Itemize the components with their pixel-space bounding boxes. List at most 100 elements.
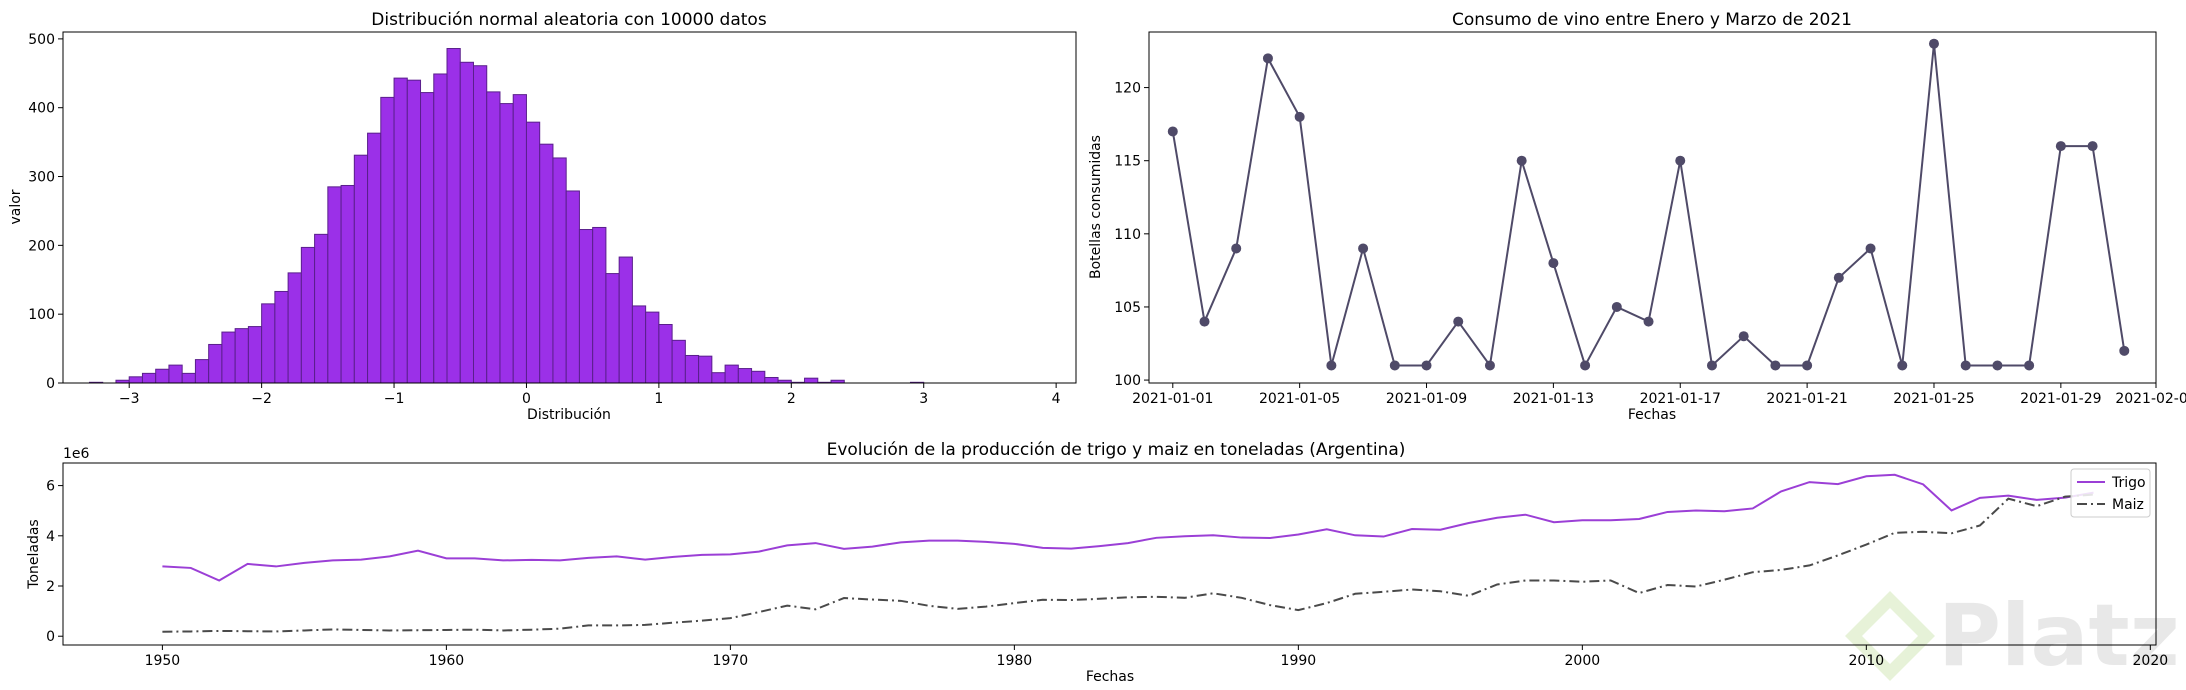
x-tick-label: 1990 (1281, 653, 1317, 669)
x-tick-label: 2021-01-01 (1132, 391, 1213, 407)
histogram-bar (631, 305, 647, 384)
y-tick-label: 2 (46, 579, 55, 595)
wine-point (1960, 360, 1971, 371)
wine-point (1199, 316, 1210, 327)
y-tick-label: 105 (1114, 300, 1141, 316)
histogram-bar (353, 154, 369, 384)
histogram-bar (698, 355, 713, 384)
wine-line-chart: Consumo de vino entre Enero y Marzo de 2… (1088, 10, 2186, 423)
wine-point (2055, 141, 2066, 152)
wine-point (1928, 38, 1939, 49)
histogram-bar (618, 256, 633, 384)
histogram-bar (194, 359, 210, 384)
histogram-chart: Distribución normal aleatoria con 10000 … (8, 10, 1077, 423)
histogram-bar (486, 91, 501, 384)
wine-point (1294, 111, 1305, 122)
histogram-bar (578, 229, 594, 384)
histogram-bar (565, 190, 580, 384)
wine-point (1897, 360, 1908, 371)
watermark-text: Platzi (1938, 586, 2186, 686)
histogram-bar (287, 272, 302, 384)
y-tick-label: 500 (28, 32, 55, 48)
y-tick-label: 200 (28, 238, 55, 254)
histogram-bar (459, 61, 474, 384)
histogram-bar (433, 73, 448, 384)
x-tick-label: 2010 (1849, 653, 1885, 669)
wine-point (1548, 258, 1559, 269)
histogram-bar (645, 311, 660, 384)
wine-points (1167, 38, 2130, 371)
x-tick-label: 4 (1052, 391, 1061, 407)
series-line-trigo (162, 473, 2094, 582)
x-tick-label: 1960 (429, 653, 465, 669)
wine-point (1580, 360, 1591, 371)
histogram-bar (671, 339, 686, 384)
x-tick-label: 2021-01-29 (2020, 391, 2101, 407)
production-line-chart: Evolución de la producción de trigo y ma… (26, 440, 2168, 685)
wine-y-ticks: 100 105 110 115 120 (1114, 81, 1149, 389)
production-x-ticks: 1950 1960 1970 1980 1990 2000 2010 2020 (145, 645, 2169, 669)
histogram-bar (234, 328, 249, 384)
production-x-label: Fechas (1086, 669, 1134, 685)
wine-point (1865, 243, 1876, 254)
x-tick-label: 2021-01-25 (1893, 391, 1974, 407)
y-tick-label: 0 (46, 376, 55, 392)
x-tick-label: 2 (787, 391, 796, 407)
wine-point (1453, 316, 1464, 327)
wine-y-label: Botellas consumidas (1088, 135, 1104, 279)
production-title: Evolución de la producción de trigo y ma… (827, 440, 1406, 460)
x-tick-label: 1980 (997, 653, 1033, 669)
histogram-bar (473, 65, 488, 384)
x-tick-label: 2021-01-09 (1386, 391, 1467, 407)
histogram-bar (525, 121, 541, 384)
x-tick-label: −1 (384, 391, 405, 407)
histogram-bar (764, 376, 779, 384)
wine-point (1992, 360, 2003, 371)
wine-point (1421, 360, 1432, 371)
histogram-y-ticks: 0 100 200 300 400 500 (28, 32, 63, 392)
x-tick-label: 2021-01-17 (1640, 391, 1721, 407)
production-axes-frame (62, 462, 2157, 646)
x-tick-label: 2000 (1565, 653, 1601, 669)
wine-point (1675, 155, 1686, 166)
production-series-lines (162, 473, 2094, 633)
histogram-bar (221, 331, 236, 384)
wine-point (2087, 141, 2098, 152)
y-tick-label: 110 (1114, 227, 1141, 243)
wine-point (1167, 126, 1178, 137)
histogram-bar (711, 372, 726, 384)
histogram-bar (247, 326, 263, 384)
x-tick-label: 2020 (2133, 653, 2169, 669)
wine-title: Consumo de vino entre Enero y Marzo de 2… (1452, 10, 1852, 30)
histogram-x-label: Distribución (527, 407, 611, 423)
legend-trigo-label: Trigo (2111, 475, 2146, 491)
histogram-y-label: valor (8, 189, 24, 224)
histogram-bar (804, 377, 819, 384)
histogram-bar (128, 376, 143, 384)
wine-point (1516, 155, 1527, 166)
production-y-offset: 1e6 (63, 446, 90, 462)
histogram-bar (327, 186, 342, 384)
y-tick-label: 120 (1114, 81, 1141, 97)
platzi-logo-icon (1845, 591, 1935, 681)
histogram-bar (499, 103, 514, 384)
histogram-bar (512, 94, 527, 384)
x-tick-label: 1970 (713, 653, 749, 669)
x-tick-label: 3 (919, 391, 928, 407)
histogram-bars (88, 48, 925, 384)
production-y-label: Toneladas (26, 519, 42, 589)
histogram-bar (314, 233, 329, 384)
x-tick-label: 1950 (145, 653, 181, 669)
histogram-bar (261, 303, 276, 384)
histogram-bar (552, 157, 567, 384)
y-tick-label: 6 (46, 479, 55, 495)
wine-x-label: Fechas (1628, 407, 1676, 423)
y-tick-label: 100 (1114, 373, 1141, 389)
histogram-bar (380, 96, 395, 384)
histogram-bar (367, 132, 382, 384)
wine-point (1231, 243, 1242, 254)
histogram-bar (300, 246, 316, 384)
x-tick-label: 2021-01-05 (1259, 391, 1340, 407)
series-line-maiz (162, 493, 2094, 633)
